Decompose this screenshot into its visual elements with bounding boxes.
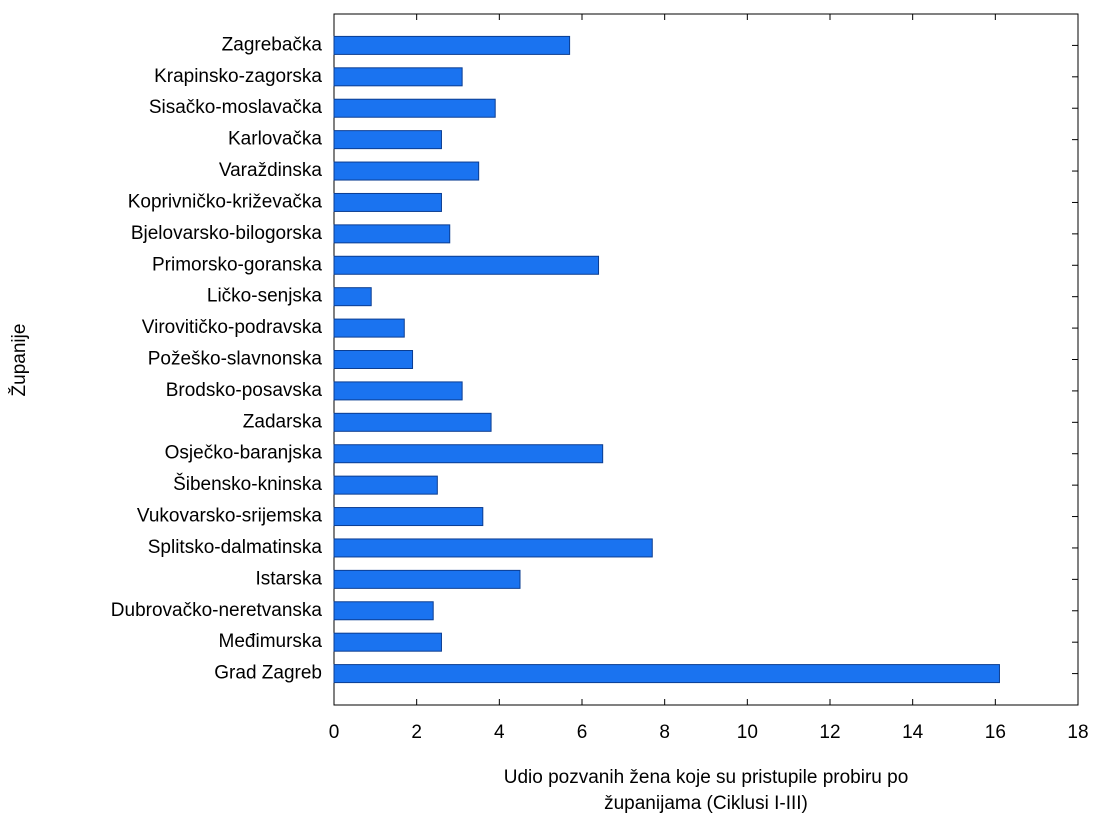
x-tick-label: 4 xyxy=(494,722,505,743)
bar xyxy=(333,664,1000,684)
y-tick-label: Dubrovačko-neretvanska xyxy=(111,600,323,621)
y-tick-label: Splitsko-dalmatinska xyxy=(148,537,323,558)
y-tick-label: Varaždinska xyxy=(219,160,323,181)
x-tick-label: 8 xyxy=(659,722,670,743)
y-tick-label: Požeško-slavnonska xyxy=(148,349,323,370)
y-tick-label: Karlovačka xyxy=(228,129,322,150)
bar xyxy=(333,98,496,118)
bar xyxy=(333,287,372,307)
bar xyxy=(333,255,600,275)
x-tick-label: 18 xyxy=(1067,722,1088,743)
x-tick-label: 6 xyxy=(577,722,588,743)
bar xyxy=(333,224,451,244)
y-tick-label: Zagrebačka xyxy=(222,34,323,55)
x-axis-label: županijama (Ciklusi I-III) xyxy=(604,793,808,814)
x-tick-label: 14 xyxy=(902,722,924,743)
y-tick-label: Primorsko-goranska xyxy=(152,254,322,275)
y-tick-label: Ličko-senjska xyxy=(207,286,323,307)
bar xyxy=(333,475,438,495)
bar xyxy=(333,444,604,464)
bar xyxy=(333,412,492,432)
y-tick-label: Zadarska xyxy=(243,411,323,432)
bar xyxy=(333,538,653,558)
y-tick-label: Virovitičko-podravska xyxy=(142,317,323,338)
x-tick-label: 16 xyxy=(985,722,1006,743)
x-tick-label: 0 xyxy=(329,722,340,743)
y-axis-label: Županije xyxy=(8,324,30,397)
y-tick-label: Sisačko-moslavačka xyxy=(149,97,323,118)
bar xyxy=(333,601,434,621)
bar xyxy=(333,192,442,212)
bar xyxy=(333,350,414,369)
bar xyxy=(333,67,463,87)
y-tick-label: Koprivničko-križevačka xyxy=(128,191,323,212)
bar xyxy=(333,569,521,589)
y-tick-label: Osječko-baranjska xyxy=(165,443,323,464)
y-tick-label: Brodsko-posavska xyxy=(166,380,323,401)
bar xyxy=(333,507,484,527)
x-tick-label: 10 xyxy=(737,722,758,743)
x-axis-label: Udio pozvanih žena koje su pristupile pr… xyxy=(504,767,909,788)
y-tick-label: Grad Zagreb xyxy=(214,663,322,684)
y-tick-label: Istarska xyxy=(255,568,322,589)
bar xyxy=(333,632,442,652)
bar xyxy=(333,130,442,150)
bar xyxy=(333,318,405,338)
y-tick-label: Šibensko-kninska xyxy=(173,473,322,495)
y-tick-label: Vukovarsko-srijemska xyxy=(137,506,323,527)
y-tick-label: Međimurska xyxy=(219,631,323,652)
bar xyxy=(333,35,571,55)
bar xyxy=(333,161,480,181)
x-tick-label: 12 xyxy=(819,722,840,743)
y-tick-label: Krapinsko-zagorska xyxy=(154,66,322,87)
x-tick-label: 2 xyxy=(411,722,422,743)
bar xyxy=(333,381,463,401)
y-tick-label: Bjelovarsko-bilogorska xyxy=(131,223,323,244)
